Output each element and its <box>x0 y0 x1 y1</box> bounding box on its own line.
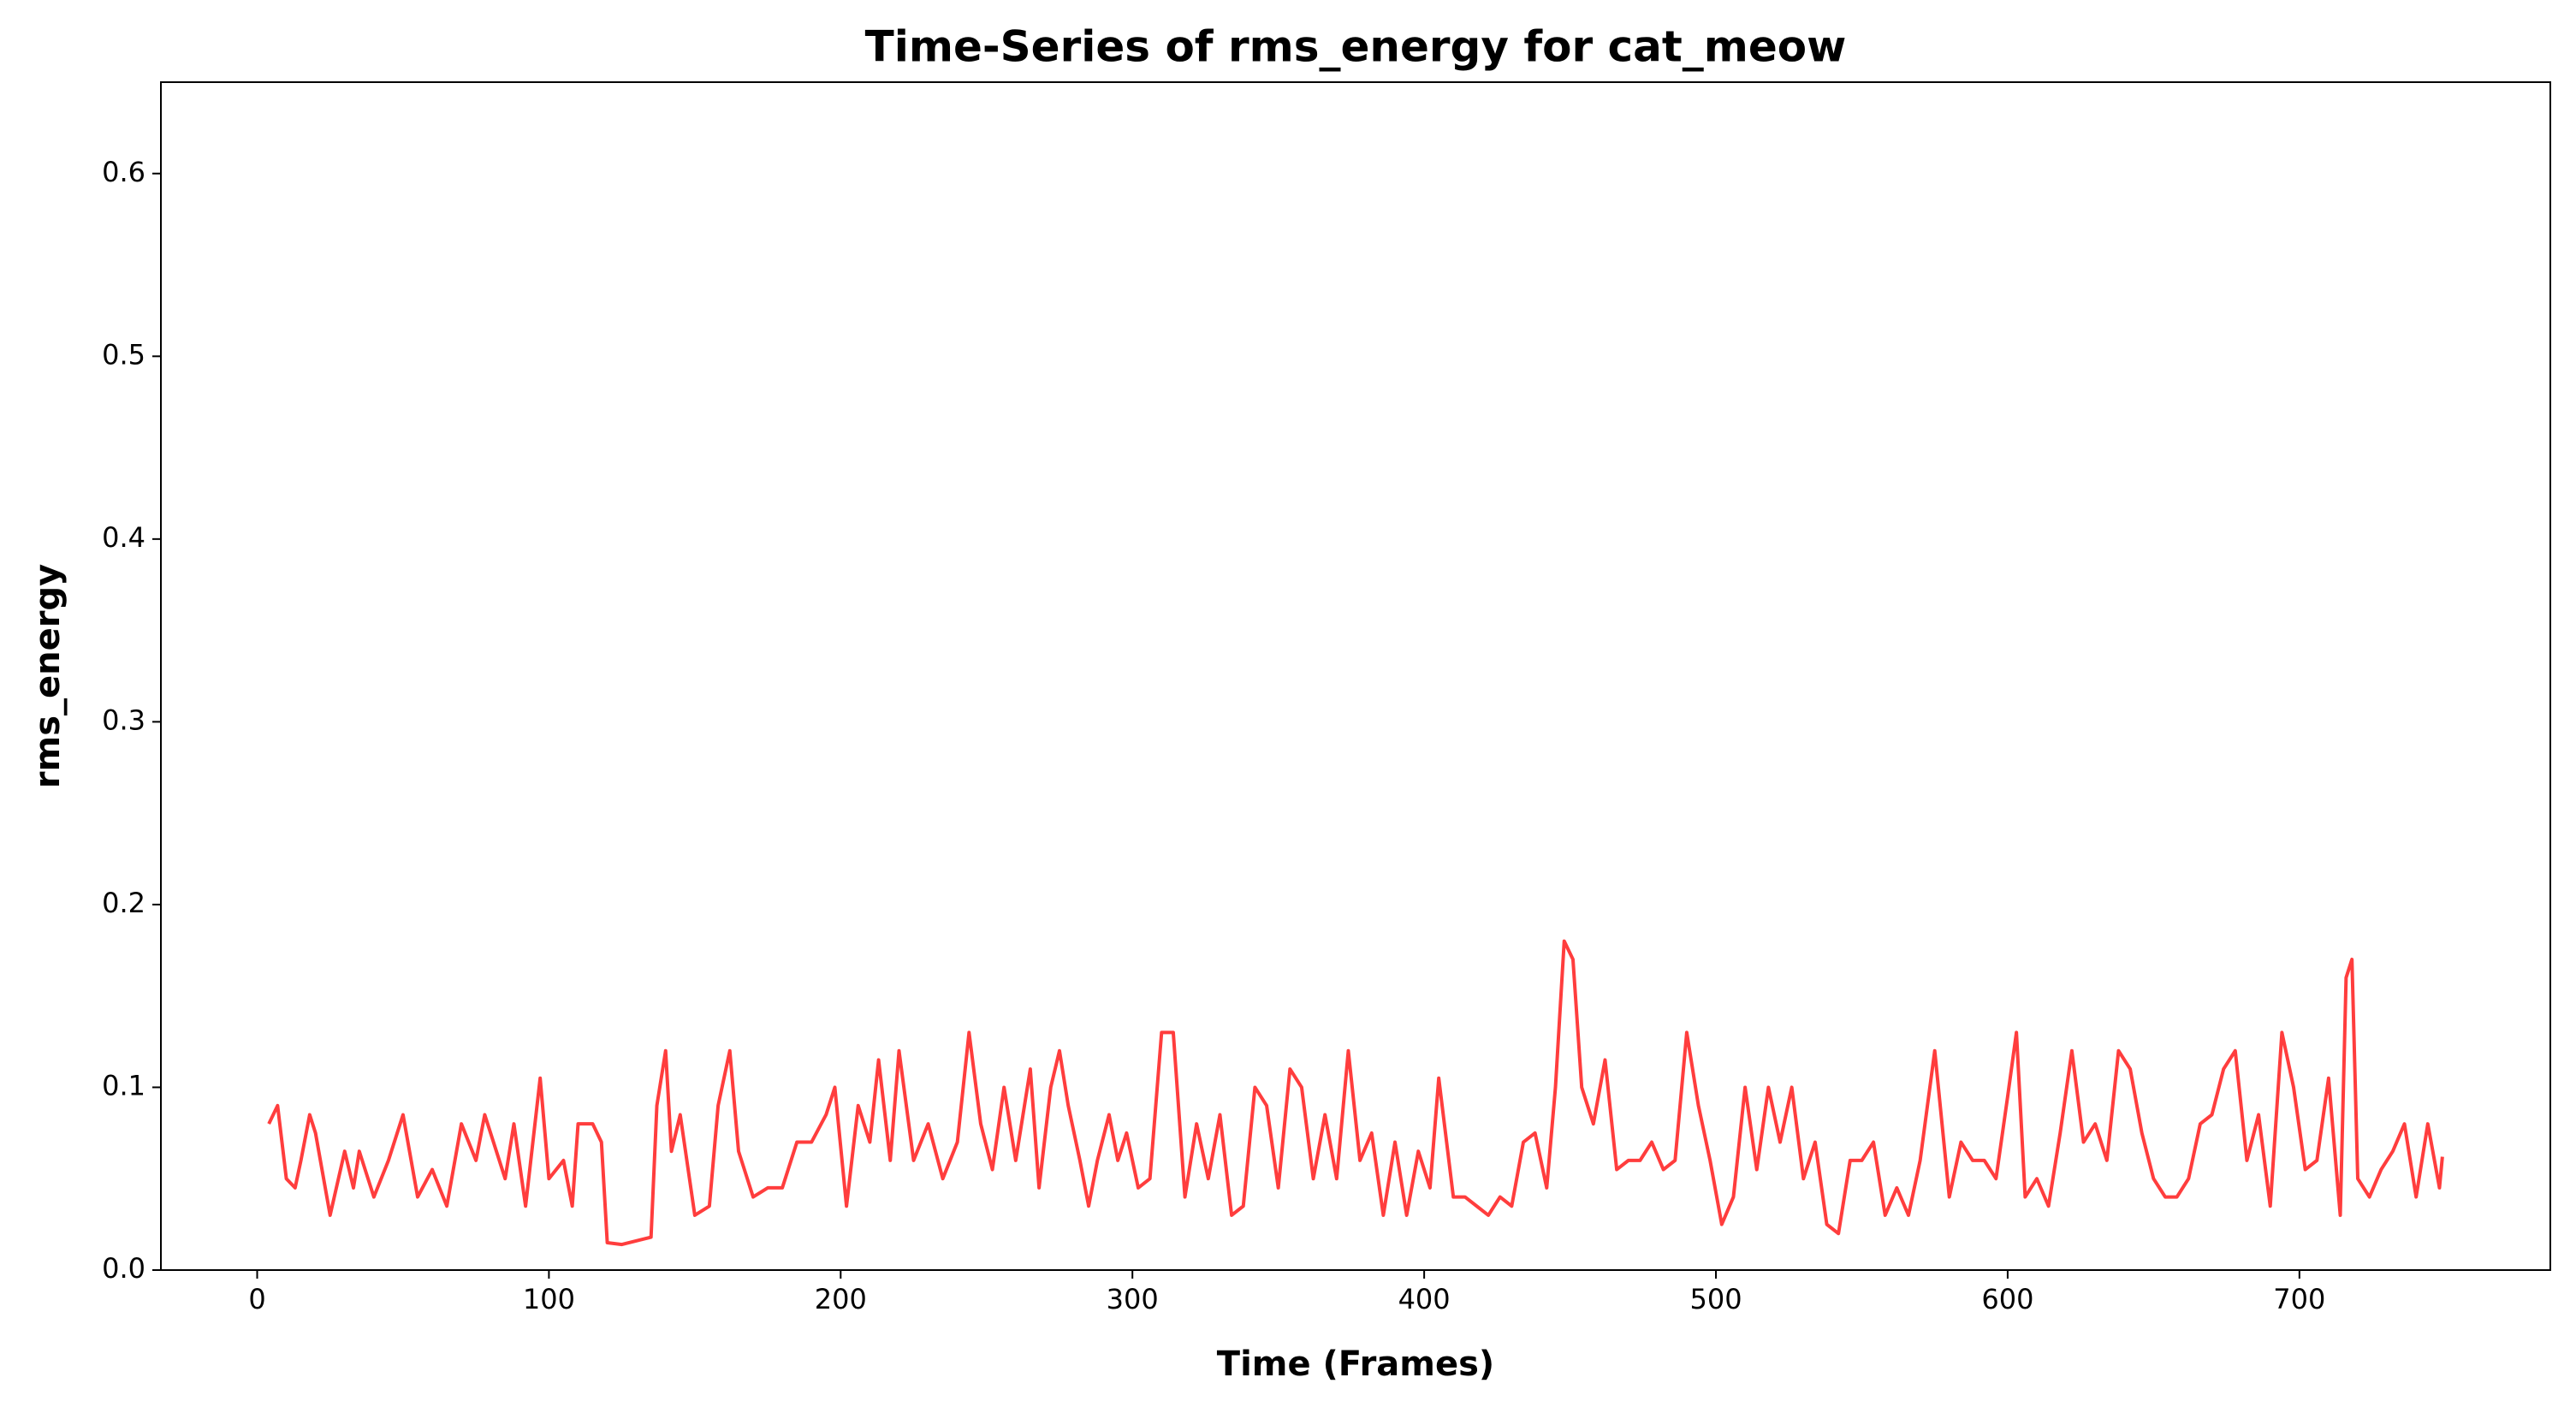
x-axis-label: Time (Frames) <box>1217 1345 1494 1384</box>
y-tick-label: 0.4 <box>102 521 145 554</box>
y-tick-label: 0.3 <box>102 704 145 736</box>
y-tick-label: 0.2 <box>102 887 145 919</box>
x-tick-label: 600 <box>1981 1283 2033 1315</box>
x-tick-label: 100 <box>523 1283 575 1315</box>
chart-title: Time-Series of rms_energy for cat_meow <box>865 22 1847 72</box>
x-tick-label: 400 <box>1398 1283 1451 1315</box>
y-tick-label: 0.1 <box>102 1069 145 1101</box>
x-tick-label: 500 <box>1689 1283 1742 1315</box>
y-tick-label: 0.0 <box>102 1252 145 1285</box>
line-series <box>267 939 2444 1247</box>
y-tick-label: 0.5 <box>102 338 145 371</box>
y-tick-label: 0.6 <box>102 156 145 188</box>
x-tick-label: 700 <box>2273 1283 2325 1315</box>
x-tick-label: 200 <box>815 1283 867 1315</box>
x-tick-label: 300 <box>1107 1283 1159 1315</box>
axes-frame <box>160 81 2551 1271</box>
y-axis-label: rms_energy <box>28 564 68 788</box>
x-tick-label: 0 <box>248 1283 265 1315</box>
